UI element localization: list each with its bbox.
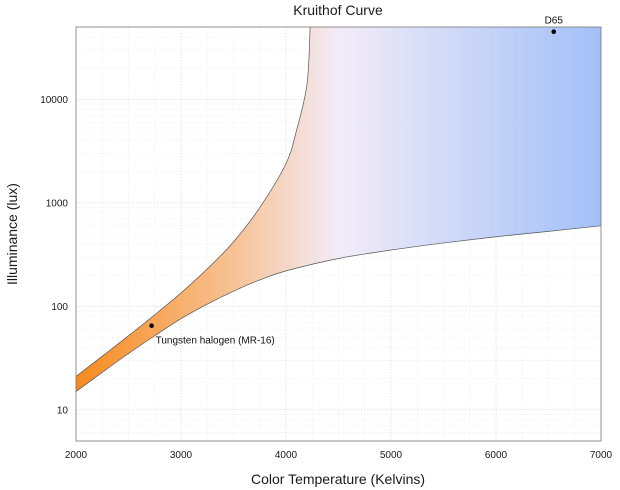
point-label: Tungsten halogen (MR-16) [156,336,275,347]
y-tick-labels: 10 100 1000 10000 [40,95,69,416]
x-tick-labels: 2000 3000 4000 5000 6000 7000 [65,450,613,461]
data-point [149,323,154,329]
x-tick-label: 5000 [380,450,403,461]
x-tick-label: 7000 [590,450,613,461]
x-tick-label: 2000 [65,450,88,461]
y-axis-label: Illuminance (lux) [4,183,20,285]
comfort-band-area [76,27,601,392]
x-axis-label: Color Temperature (Kelvins) [251,471,425,487]
point-label: D65 [545,16,564,27]
y-tick-label: 10000 [40,95,68,106]
lower-boundary-line [76,225,601,392]
annotated-points: Tungsten halogen (MR-16) D65 [149,16,563,347]
plot-frame [75,26,602,442]
x-tick-label: 6000 [485,450,508,461]
chart-title: Kruithof Curve [293,2,383,18]
y-tick-label: 10 [57,405,69,416]
x-tick-label: 3000 [170,450,193,461]
y-tick-label: 1000 [46,198,69,209]
upper-boundary-line [76,27,311,377]
y-tick-label: 100 [51,302,68,313]
data-point [551,29,557,35]
x-tick-label: 4000 [275,450,298,461]
